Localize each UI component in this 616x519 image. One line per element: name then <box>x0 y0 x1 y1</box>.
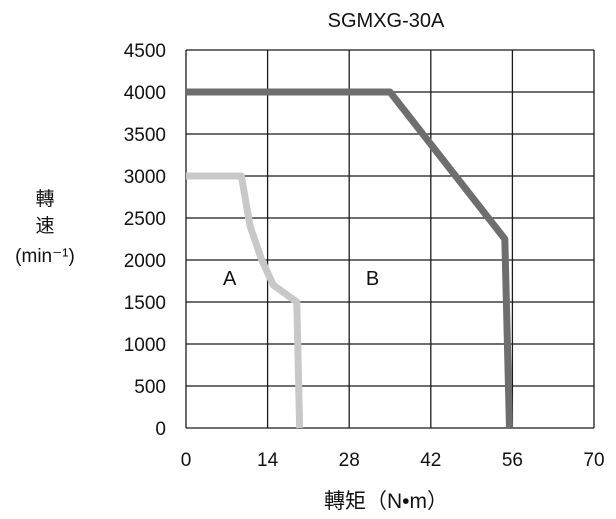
x-tick-label-2: 28 <box>339 450 360 471</box>
x-tick-label-5: 70 <box>583 450 604 471</box>
y-tick-label-0: 4500 <box>124 41 166 62</box>
y-tick-label-4: 2500 <box>124 209 166 230</box>
y-tick-label-8: 500 <box>134 377 166 398</box>
y-tick-label-3: 3000 <box>124 167 166 188</box>
x-tick-label-4: 56 <box>502 450 523 471</box>
y-tick-label-7: 1000 <box>124 335 166 356</box>
y-tick-label-9: 0 <box>155 419 166 440</box>
y-axis-label-line-2: 速 <box>35 215 54 237</box>
region-label-a: A <box>223 268 237 290</box>
region-label-b: B <box>366 268 379 290</box>
series-lines <box>186 88 513 429</box>
chart-title: SGMXG-30A <box>328 10 445 32</box>
y-tick-label-1: 4000 <box>124 83 166 104</box>
series-line-b <box>186 88 513 429</box>
y-tick-label-5: 2000 <box>124 251 166 272</box>
x-axis-label: 轉矩（N•m） <box>324 490 448 513</box>
y-tick-label-2: 3500 <box>124 125 166 146</box>
y-axis-label-line-3: (min⁻¹) <box>15 246 75 267</box>
y-axis-label: 轉 速 (min⁻¹) <box>15 188 75 267</box>
x-tick-label-3: 42 <box>420 450 441 471</box>
x-tick-labels: 0 14 28 42 56 70 <box>181 450 605 471</box>
y-tick-labels: 4500 4000 3500 3000 2500 2000 1500 1000 500 0 <box>124 41 166 440</box>
series-line-a <box>186 172 304 429</box>
y-tick-label-6: 1500 <box>124 293 166 314</box>
x-tick-label-0: 0 <box>181 450 192 471</box>
plot-grid <box>185 49 595 429</box>
x-tick-label-1: 14 <box>257 450 279 471</box>
y-axis-label-line-1: 轉 <box>35 188 54 210</box>
